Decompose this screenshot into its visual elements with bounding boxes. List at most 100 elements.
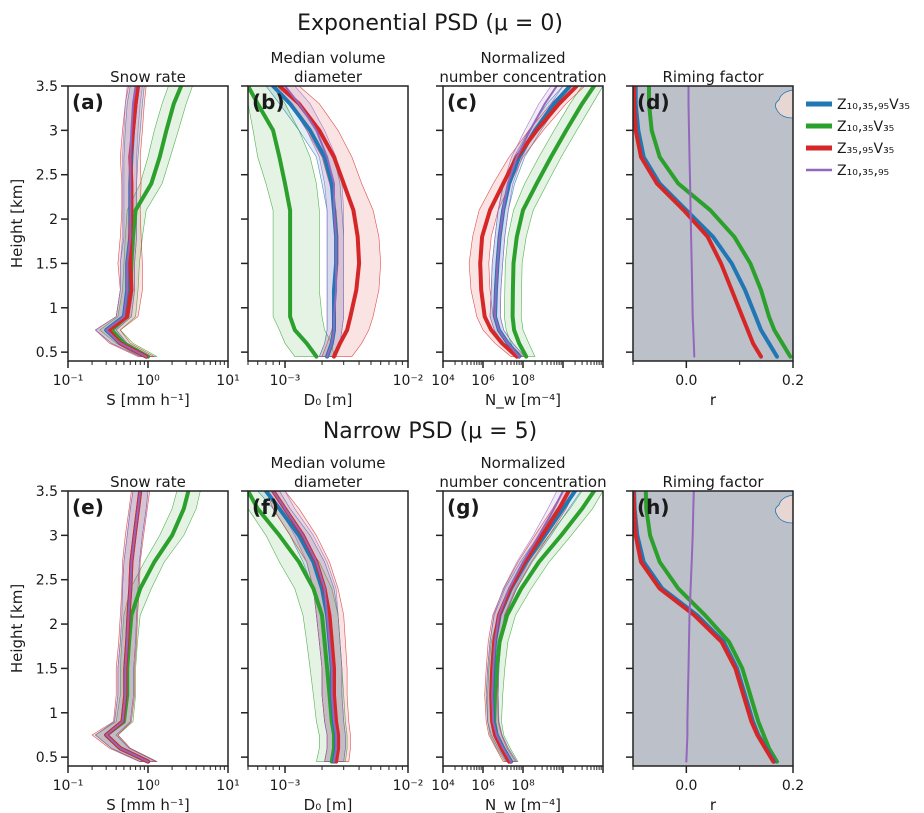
x-tick-label: 0.0 <box>675 778 697 794</box>
panel-letter: (h) <box>637 495 670 519</box>
panel-title: Normalized <box>480 454 565 472</box>
panel-letter: (g) <box>447 495 480 519</box>
panel-plot-area <box>468 86 603 359</box>
series-band <box>94 491 201 762</box>
y-tick-label: 3.5 <box>36 79 58 95</box>
x-axis-label: r <box>710 796 717 813</box>
y-tick-label: 0.5 <box>36 345 58 361</box>
series-line <box>643 491 779 764</box>
x-tick-label: 10¹ <box>216 778 239 794</box>
y-tick-label: 2.5 <box>36 573 58 589</box>
y-tick-label: 3 <box>49 528 58 544</box>
panel-plot-area <box>633 86 793 361</box>
panel-letter: (f) <box>252 495 279 519</box>
x-tick-label: 0.2 <box>782 373 804 389</box>
y-axis-label: Height [km] <box>8 179 26 268</box>
corner-blob <box>775 89 793 119</box>
y-tick-label: 1 <box>49 301 58 317</box>
legend-label: Z₃₅,₉₅V₃₅ <box>837 141 894 157</box>
y-tick-label: 1.5 <box>36 661 58 677</box>
x-tick-label: 0.2 <box>782 778 804 794</box>
series-line <box>478 86 579 359</box>
y-tick-label: 2 <box>49 617 58 633</box>
panel-plot-area <box>484 491 603 764</box>
panel-title: Snow rate <box>110 68 186 86</box>
axes-frame <box>247 490 409 767</box>
x-tick-label: 0.0 <box>675 373 697 389</box>
panel-plot-area <box>94 86 193 359</box>
panel-plot-area <box>248 491 351 764</box>
series-line <box>491 491 564 763</box>
panel-d: 0.0 0.2 r Riming factor (d) <box>626 68 804 409</box>
series-line <box>248 491 336 764</box>
x-tick-label: 10⁶ <box>471 778 495 794</box>
x-tick-label: 10⁻² <box>393 373 424 389</box>
panel-letter: (d) <box>637 90 670 114</box>
panel-plot-area <box>248 86 382 359</box>
x-tick-label: 10⁰ <box>136 373 160 389</box>
panel-plot-area <box>91 491 201 764</box>
panel-title: diameter <box>294 68 363 86</box>
axes-frame <box>67 85 229 362</box>
series-line <box>272 491 338 763</box>
series-band <box>94 491 156 762</box>
panel-title: Median volume <box>271 454 386 472</box>
x-tick-label: 10⁴ <box>431 373 455 389</box>
y-tick-label: 1 <box>49 706 58 722</box>
x-tick-label: 10⁻¹ <box>53 778 84 794</box>
y-tick-label: 1.5 <box>36 256 58 272</box>
panel-title: diameter <box>294 473 363 491</box>
series-line <box>248 86 319 359</box>
row-title: Exponential PSD (μ = 0) <box>297 11 563 36</box>
series-line <box>105 491 149 763</box>
x-tick-label: 10⁻¹ <box>53 373 84 389</box>
axes-frame <box>442 490 604 767</box>
x-tick-label: 10⁻³ <box>270 778 301 794</box>
panel-e: 0.5 1 1.5 2 2.5 3 3.5 Height [km] 10⁻¹ 10⁰ 10¹ S [m… <box>8 473 240 813</box>
series-line <box>633 491 776 764</box>
panel-letter: (a) <box>72 90 104 114</box>
panel-title: number concentration <box>439 68 606 86</box>
series-line <box>633 86 763 359</box>
x-tick-label: 10⁰ <box>136 778 160 794</box>
x-axis-label: S [mm h⁻¹] <box>106 391 189 409</box>
x-axis-label: N_w [m⁻⁴] <box>485 796 561 813</box>
legend-label: Z₁₀,₃₅,₉₅ <box>837 163 889 179</box>
panel-letter: (b) <box>252 90 285 114</box>
x-axis-label: r <box>710 391 717 409</box>
x-tick-label: 10⁶ <box>471 373 495 389</box>
panel-title: Median volume <box>271 49 386 67</box>
panel-letter: (e) <box>72 495 104 519</box>
y-tick-label: 0.5 <box>36 750 58 766</box>
panel-letter: (c) <box>447 90 477 114</box>
series-line <box>105 86 148 358</box>
x-tick-label: 10⁻² <box>393 778 424 794</box>
series-band <box>94 86 152 357</box>
series-line <box>685 491 695 763</box>
row-title: Narrow PSD (μ = 5) <box>323 419 537 444</box>
x-axis-label: D₀ [m] <box>304 391 353 409</box>
legend-label: Z₁₀,₃₅V₃₅ <box>837 119 894 135</box>
series-line <box>284 86 338 358</box>
series-line <box>633 86 779 359</box>
corner-blob <box>775 494 793 524</box>
series-line <box>687 86 696 358</box>
axes-frame <box>632 85 794 362</box>
series-line <box>510 86 597 359</box>
axes-frame <box>632 490 794 767</box>
series-band <box>487 491 603 762</box>
x-tick-label: 10¹ <box>216 373 239 389</box>
x-axis-label: N_w [m⁻⁴] <box>485 391 561 410</box>
x-axis-label: S [mm h⁻¹] <box>106 796 189 813</box>
series-band <box>248 491 348 762</box>
x-tick-label: 10⁴ <box>431 778 455 794</box>
y-tick-label: 3 <box>49 123 58 139</box>
panel-title: Riming factor <box>662 473 764 491</box>
y-tick-label: 2 <box>49 212 58 228</box>
y-tick-label: 2.5 <box>36 168 58 184</box>
